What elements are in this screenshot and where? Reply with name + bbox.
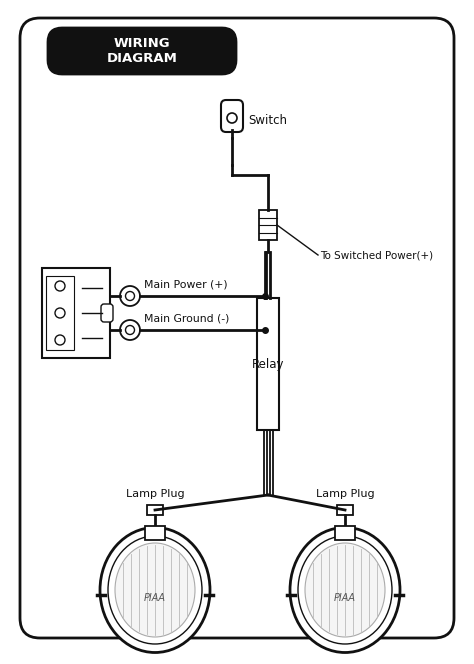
FancyBboxPatch shape bbox=[145, 526, 165, 540]
Text: PIAA: PIAA bbox=[144, 593, 166, 603]
Ellipse shape bbox=[100, 527, 210, 653]
FancyBboxPatch shape bbox=[221, 100, 243, 132]
FancyBboxPatch shape bbox=[257, 298, 279, 430]
FancyBboxPatch shape bbox=[101, 304, 113, 322]
Text: Lamp Plug: Lamp Plug bbox=[316, 489, 374, 499]
Circle shape bbox=[55, 281, 65, 291]
Ellipse shape bbox=[290, 527, 400, 653]
FancyBboxPatch shape bbox=[46, 276, 74, 350]
FancyBboxPatch shape bbox=[147, 505, 163, 515]
FancyBboxPatch shape bbox=[48, 28, 236, 74]
Ellipse shape bbox=[115, 543, 195, 637]
Circle shape bbox=[55, 308, 65, 318]
Text: Switch: Switch bbox=[248, 114, 287, 127]
Ellipse shape bbox=[108, 536, 202, 644]
Circle shape bbox=[55, 335, 65, 345]
FancyBboxPatch shape bbox=[20, 18, 454, 638]
FancyBboxPatch shape bbox=[335, 526, 355, 540]
Text: PIAA: PIAA bbox=[334, 593, 356, 603]
Circle shape bbox=[120, 320, 140, 340]
Circle shape bbox=[227, 113, 237, 123]
Circle shape bbox=[126, 325, 135, 335]
Circle shape bbox=[120, 286, 140, 306]
FancyBboxPatch shape bbox=[42, 268, 110, 358]
Circle shape bbox=[126, 291, 135, 301]
Ellipse shape bbox=[305, 543, 385, 637]
Text: To Switched Power(+): To Switched Power(+) bbox=[320, 250, 433, 260]
FancyBboxPatch shape bbox=[337, 505, 353, 515]
Text: Main Ground (-): Main Ground (-) bbox=[144, 313, 229, 323]
Text: Relay: Relay bbox=[252, 357, 284, 371]
Text: Main Power (+): Main Power (+) bbox=[144, 279, 228, 289]
Text: Lamp Plug: Lamp Plug bbox=[126, 489, 184, 499]
FancyBboxPatch shape bbox=[259, 210, 277, 240]
Text: WIRING
DIAGRAM: WIRING DIAGRAM bbox=[107, 37, 177, 65]
Ellipse shape bbox=[298, 536, 392, 644]
